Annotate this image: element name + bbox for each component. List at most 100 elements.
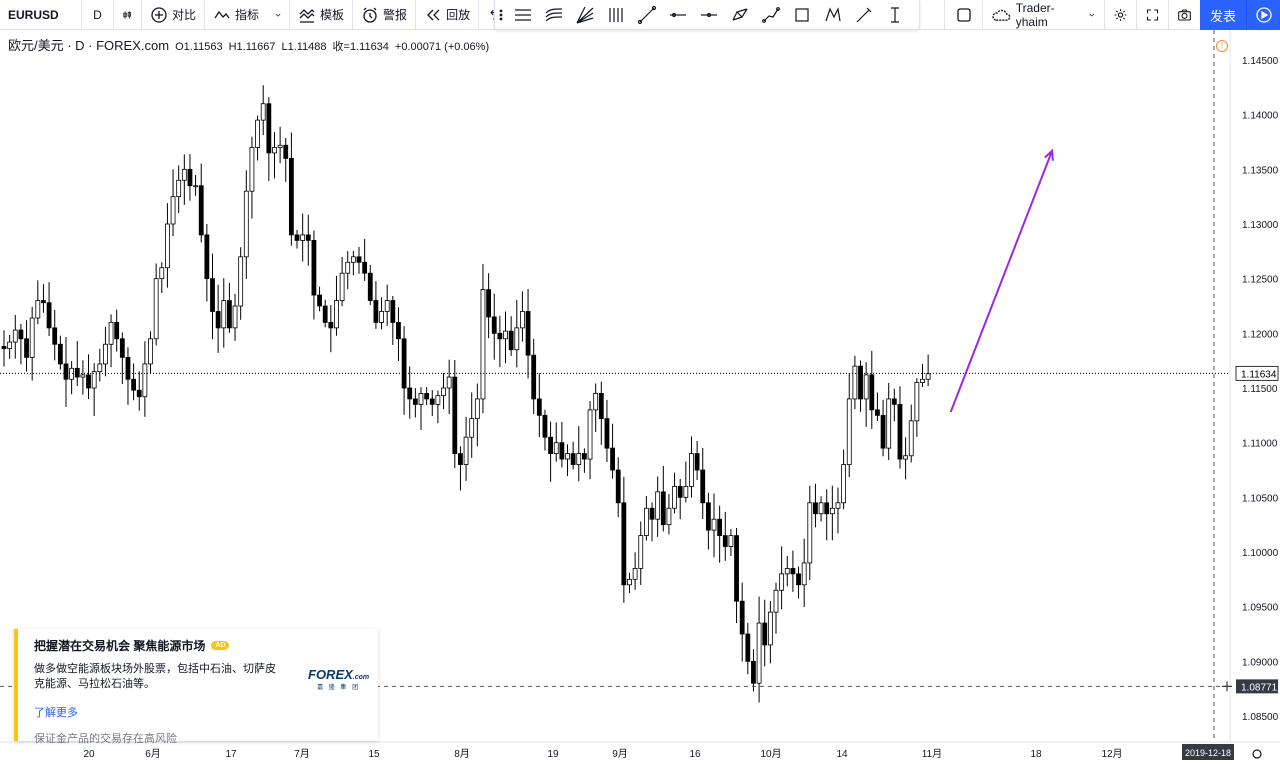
legend-close: 收=1.11634 — [332, 41, 389, 53]
candle-body — [176, 179, 182, 198]
trend-line-icon — [637, 5, 656, 24]
candle-body — [632, 568, 638, 580]
candle-body — [114, 321, 120, 340]
brush-tool[interactable] — [848, 0, 879, 30]
candle-body — [604, 418, 610, 449]
candle-body — [886, 398, 892, 449]
templates-label: 模板 — [320, 8, 345, 22]
time-tick-label: 12月 — [1101, 748, 1122, 760]
chart-style-button[interactable] — [114, 0, 142, 30]
candle-body — [441, 387, 446, 397]
fullscreen-layout-button[interactable] — [944, 0, 982, 30]
price-tick-label: 1.08500 — [1242, 712, 1279, 723]
candle-body — [598, 393, 604, 420]
xabcd-tool[interactable] — [817, 0, 848, 30]
candle-body — [283, 144, 289, 159]
candle-body — [125, 356, 131, 380]
candle-body — [920, 378, 925, 383]
candle-body — [852, 365, 858, 400]
path-tool[interactable] — [755, 0, 786, 30]
channel-tool[interactable] — [538, 0, 569, 30]
candle-body — [249, 147, 255, 192]
candle-body — [717, 518, 723, 537]
horizontal-ray-tool[interactable] — [662, 0, 693, 30]
replay-button[interactable]: 回放 — [416, 0, 480, 30]
fan-tool[interactable] — [569, 0, 600, 30]
plus-circle-icon — [151, 6, 167, 23]
price-chart[interactable]: 1.14500 1.14000 1.13500 1.13000 1.12500 1.120… — [0, 30, 1280, 765]
candle-body — [322, 305, 328, 323]
candle-body — [570, 453, 576, 465]
layout-menu[interactable]: Trader-yhaim — [982, 0, 1104, 30]
rewind-icon — [427, 9, 440, 20]
candle-body — [412, 398, 418, 405]
candle-body — [204, 234, 210, 280]
candle-body — [497, 332, 503, 340]
compare-button[interactable]: 对比 — [142, 0, 206, 30]
horizontal-line-tool[interactable] — [693, 0, 724, 30]
pattern-icon — [731, 7, 748, 21]
candle-body — [119, 338, 125, 358]
candle-body — [756, 622, 762, 684]
compare-label: 对比 — [172, 8, 197, 22]
learn-more-link[interactable]: 了解更多 — [34, 707, 78, 719]
square-icon — [956, 8, 971, 22]
alert-button[interactable]: 警报 — [353, 0, 417, 30]
cursor-price-tag — [1236, 679, 1278, 694]
logo-text: FOREX — [308, 667, 353, 682]
alert-warning-icon[interactable]: ! — [1216, 40, 1228, 52]
candle-body — [638, 535, 644, 569]
candle-body — [142, 363, 148, 398]
candle-body — [863, 374, 869, 400]
price-tick-label: 1.13500 — [1242, 165, 1279, 176]
candle-body — [458, 453, 463, 465]
play-icon — [1255, 7, 1272, 23]
cloud-icon — [992, 9, 1011, 21]
indicators-button[interactable]: 指标 — [205, 0, 267, 30]
candle-body — [807, 502, 813, 564]
candle-body — [29, 317, 35, 358]
trend-line-tool[interactable] — [631, 0, 662, 30]
symbol-search[interactable]: EURUSD — [0, 0, 82, 30]
candle-body — [582, 453, 587, 460]
candle-body — [226, 300, 232, 329]
candle-body — [384, 300, 390, 312]
candle-body — [221, 300, 227, 329]
time-tick-label: 14 — [836, 749, 848, 760]
candle-body — [875, 409, 880, 416]
risk-disclaimer: 保证金产品的交易存在高风险 — [34, 733, 177, 745]
vertical-lines-tool[interactable] — [600, 0, 631, 30]
candle-body — [215, 311, 221, 329]
fullscreen-button[interactable] — [1136, 0, 1168, 30]
candle-body — [773, 589, 779, 613]
price-tick-label: 1.11000 — [1242, 439, 1278, 450]
alert-label: 警报 — [383, 8, 408, 22]
rectangle-tool[interactable] — [786, 0, 817, 30]
horizontal-lines-tool[interactable] — [507, 0, 538, 30]
candle-body — [711, 518, 717, 531]
ad-banner[interactable]: 把握潜在交易机会 聚焦能源市场 AD 做多做空能源板块场外股票，包括中石油、切萨… — [14, 629, 378, 745]
candle-body — [345, 261, 351, 274]
pattern-tool[interactable] — [724, 0, 755, 30]
snapshot-button[interactable] — [1168, 0, 1200, 30]
interval-button[interactable]: D — [82, 0, 114, 30]
candle-body — [74, 367, 80, 378]
candle-body — [390, 300, 396, 323]
indicators-dropdown[interactable] — [267, 0, 291, 30]
play-button[interactable] — [1246, 0, 1280, 30]
drag-handle[interactable] — [495, 0, 507, 30]
publish-button[interactable]: 发表 — [1200, 0, 1246, 30]
text-tool[interactable] — [879, 0, 910, 30]
templates-icon — [299, 8, 315, 23]
candle-body — [63, 363, 69, 380]
candle-body — [615, 469, 621, 504]
candle-body — [705, 502, 711, 531]
candle-body — [52, 327, 58, 345]
chart-area[interactable]: 1.14500 1.14000 1.13500 1.13000 1.12500 1.120… — [0, 30, 1280, 765]
candle-body — [232, 305, 238, 329]
candle-body — [728, 535, 734, 547]
candle-body — [818, 502, 824, 515]
templates-button[interactable]: 模板 — [290, 0, 354, 30]
settings-button[interactable] — [1104, 0, 1136, 30]
candle-body — [587, 409, 593, 460]
